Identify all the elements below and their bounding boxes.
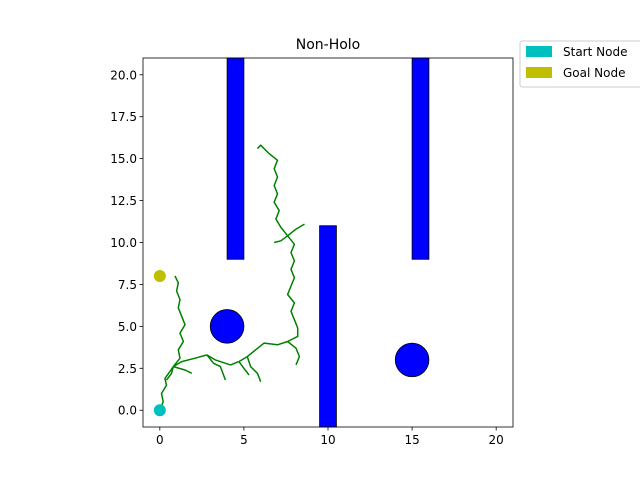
tree-branch-14 — [287, 223, 305, 237]
chart-title: Non-Holo — [296, 37, 361, 53]
y-tick-label-1: 0.0 — [118, 404, 137, 418]
obstacle-rect-1 — [226, 57, 245, 260]
tree-branch-7 — [206, 354, 240, 366]
tree-branch-12 — [256, 144, 299, 343]
tree-branch-1 — [159, 366, 174, 411]
x-tick-label-5: 20 — [489, 433, 504, 447]
legend-swatch-1 — [526, 46, 552, 57]
tree-branch-11 — [287, 340, 301, 366]
obstacle-rect-3 — [411, 57, 430, 260]
tree-branch-2 — [172, 354, 208, 368]
tree-branch-9 — [246, 356, 262, 382]
tree-branch-6 — [206, 354, 227, 381]
ticks-layer: 0 5 10 15 20 0.0 2.5 5.0 7.5 10.0 12.5 15.0 17.5 20.0 — [110, 68, 504, 447]
obstacle-circle-1 — [209, 309, 245, 344]
nodes-layer — [153, 270, 166, 417]
tree-branch-5 — [165, 366, 175, 381]
tree-branch-3 — [172, 275, 186, 368]
tree-branch-4 — [173, 365, 193, 374]
x-tick-label-4: 15 — [404, 433, 419, 447]
x-tick-label-1: 0 — [156, 433, 164, 447]
start-node — [153, 404, 166, 417]
y-tick-label-8: 17.5 — [110, 110, 137, 124]
y-tick-label-7: 15.0 — [110, 152, 137, 166]
goal-node — [153, 270, 166, 283]
x-tick-label-3: 10 — [320, 433, 335, 447]
y-tick-label-2: 2.5 — [118, 362, 137, 376]
y-tick-label-5: 10.0 — [110, 236, 137, 250]
obstacle-circle-2 — [394, 342, 430, 378]
legend-label-2: Goal Node — [563, 66, 625, 80]
tree-branch-10 — [238, 361, 250, 376]
y-tick-label-9: 20.0 — [110, 68, 137, 82]
obstacle-rect-2 — [319, 225, 337, 428]
tree-layer — [159, 144, 305, 411]
legend-label-1: Start Node — [563, 45, 627, 59]
legend: Start Node Goal Node — [519, 40, 640, 88]
tree-branch-8 — [238, 340, 288, 363]
y-tick-label-6: 12.5 — [110, 194, 137, 208]
legend-swatch-2 — [526, 67, 552, 78]
x-tick-label-2: 5 — [240, 433, 248, 447]
y-tick-label-3: 5.0 — [118, 320, 137, 334]
obstacles-layer — [209, 57, 430, 428]
y-tick-label-4: 7.5 — [118, 278, 137, 292]
tree-branch-13 — [274, 235, 289, 244]
